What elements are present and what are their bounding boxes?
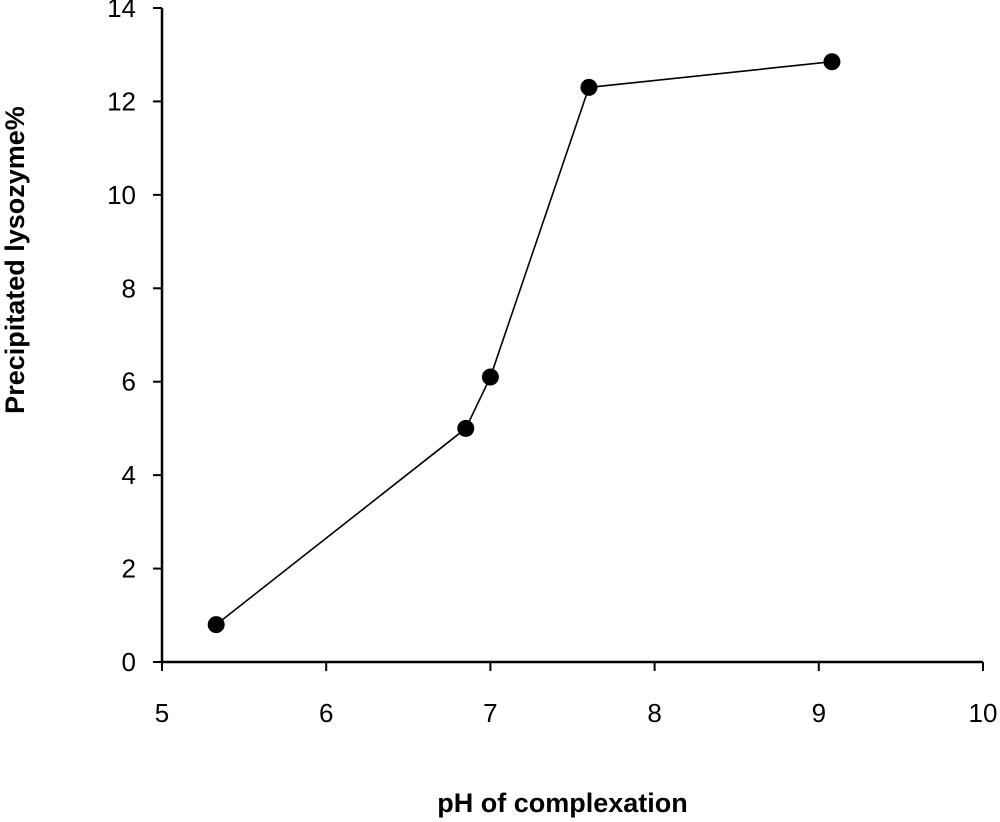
y-tick-label: 4 [122, 460, 136, 490]
x-tick-label: 8 [647, 698, 661, 728]
x-tick-label: 7 [483, 698, 497, 728]
data-point [823, 53, 841, 71]
y-axis-ticks: 0 2 4 6 8 10 12 14 [107, 0, 162, 677]
data-point [481, 368, 499, 386]
data-point [580, 78, 598, 96]
y-tick-label: 14 [107, 0, 136, 23]
y-axis-title: Precipitated lysozyme% [0, 106, 30, 414]
series-line [215, 60, 833, 626]
y-tick-label: 2 [122, 554, 136, 584]
x-axis-ticks: 5 6 7 8 9 10 [155, 662, 998, 728]
series-layer [207, 53, 841, 634]
y-tick-label: 12 [107, 86, 136, 116]
y-tick-label: 0 [122, 647, 136, 677]
y-tick-label: 8 [122, 273, 136, 303]
x-tick-label: 9 [812, 698, 826, 728]
data-point [207, 616, 225, 634]
x-tick-label: 10 [969, 698, 998, 728]
y-tick-label: 10 [107, 180, 136, 210]
x-tick-label: 6 [319, 698, 333, 728]
x-tick-label: 5 [155, 698, 169, 728]
data-point [457, 419, 475, 437]
y-tick-label: 6 [122, 367, 136, 397]
x-axis-title: pH of complexation [437, 788, 688, 818]
